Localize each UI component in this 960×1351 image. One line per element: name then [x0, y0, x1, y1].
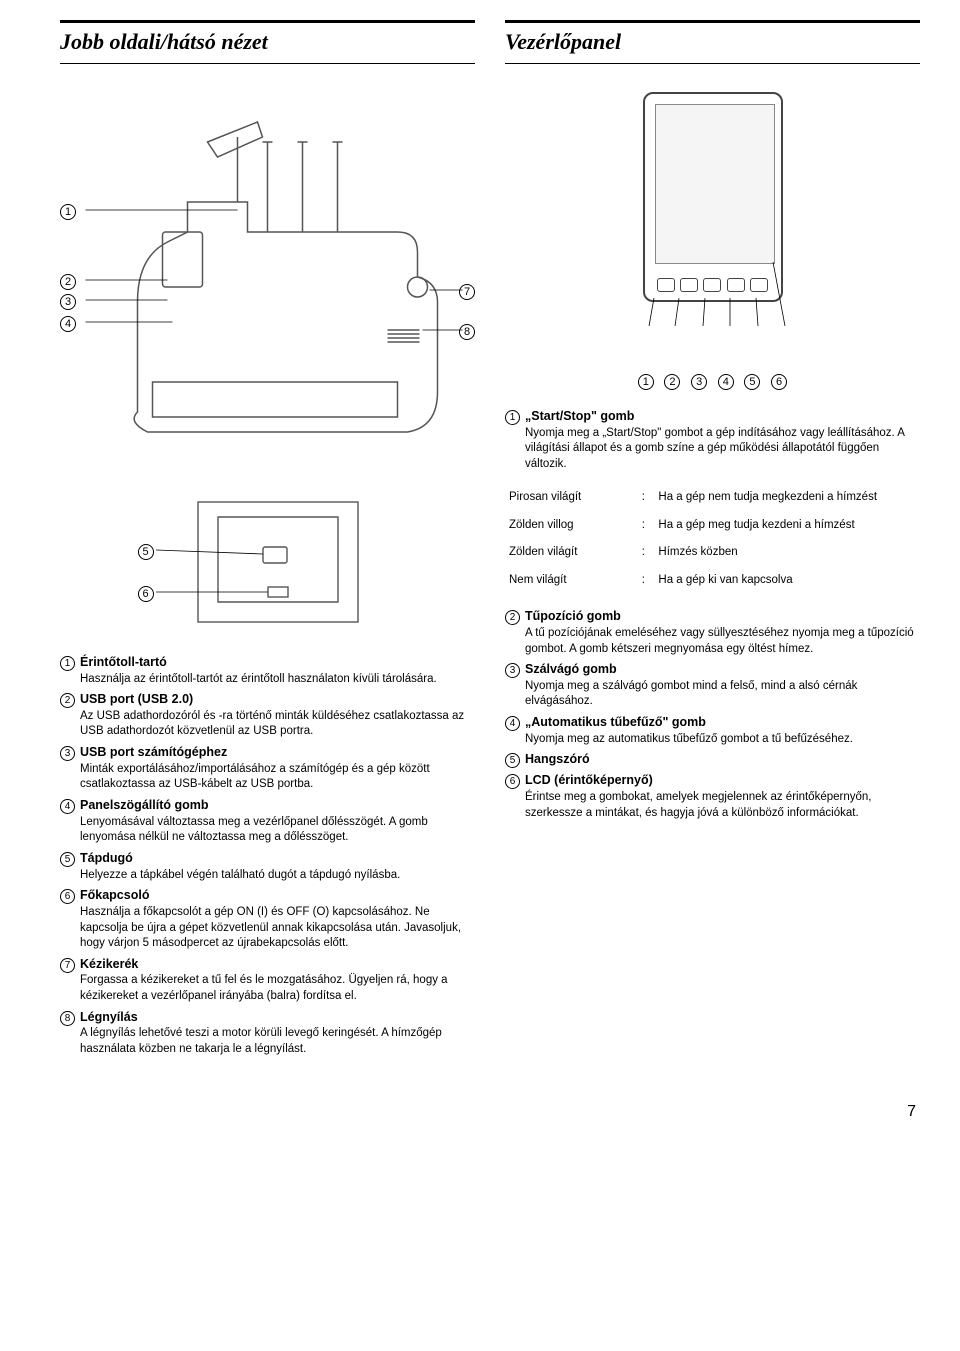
panel-btn-5 [750, 278, 768, 292]
status-table: Pirosan világít:Ha a gép nem tudja megke… [505, 484, 920, 594]
right-item-2-title: Tűpozíció gomb [525, 608, 920, 625]
right-item-1-desc: Nyomja meg a „Start/Stop" gombot a gép i… [525, 426, 920, 473]
panel-callout-3: 3 [691, 374, 707, 390]
left-item-1-desc: Használja az érintőtoll-tartót az érintő… [80, 672, 475, 688]
right-column: Vezérlőpanel [505, 20, 920, 1061]
status-value-0: Ha a gép nem tudja megkezdeni a hímzést [654, 484, 920, 512]
status-label-0: Pirosan világít [505, 484, 638, 512]
left-item-7: 7KézikerékForgassa a kézikereket a tű fe… [60, 956, 475, 1005]
right-item-3-title: Szálvágó gomb [525, 661, 920, 678]
panel-callout-1: 1 [638, 374, 654, 390]
status-row-2: Zölden világít:Hímzés közben [505, 539, 920, 567]
panel-btn-2 [680, 278, 698, 292]
left-item-2-desc: Az USB adathordozóról és -ra történő min… [80, 709, 475, 740]
status-value-2: Hímzés közben [654, 539, 920, 567]
panel-callout-5: 5 [744, 374, 760, 390]
left-column: Jobb oldali/hátsó nézet 1 2 3 4 7 8 [60, 20, 475, 1061]
status-value-1: Ha a gép meg tudja kezdeni a hímzést [654, 512, 920, 540]
right-item-6-title: LCD (érintőképernyő) [525, 772, 920, 789]
left-item-8-desc: A légnyílás lehetővé teszi a motor körül… [80, 1026, 475, 1057]
left-item-2: 2USB port (USB 2.0)Az USB adathordozóról… [60, 691, 475, 740]
right-item-1-title: „Start/Stop" gomb [525, 408, 920, 425]
right-item-5: 5Hangszóró [505, 751, 920, 768]
left-item-2-title: USB port (USB 2.0) [80, 691, 475, 708]
machine-svg [60, 82, 475, 482]
callout-5: 5 [138, 542, 154, 560]
right-item-5-title: Hangszóró [525, 751, 920, 768]
panel-callout-row: 1 2 3 4 5 6 [633, 374, 793, 390]
right-heading: Vezérlőpanel [505, 20, 920, 64]
panel-btn-4 [727, 278, 745, 292]
right-item-4: 4„Automatikus tűbefűző" gombNyomja meg a… [505, 714, 920, 747]
callout-2: 2 [60, 272, 76, 290]
right-item-3-desc: Nyomja meg a szálvágó gombot mind a fels… [525, 679, 920, 710]
panel-frame [643, 92, 783, 302]
right-list: 2Tűpozíció gombA tű pozíciójának emelésé… [505, 608, 920, 821]
right-item-4-desc: Nyomja meg az automatikus tűbefűző gombo… [525, 732, 920, 748]
left-item-8: 8LégnyílásA légnyílás lehetővé teszi a m… [60, 1009, 475, 1058]
left-item-4: 4Panelszögállító gombLenyomásával változ… [60, 797, 475, 846]
left-list: 1Érintőtoll-tartóHasználja az érintőtoll… [60, 654, 475, 1058]
panel-callout-4: 4 [718, 374, 734, 390]
left-item-1-title: Érintőtoll-tartó [80, 654, 475, 671]
status-row-3: Nem világít:Ha a gép ki van kapcsolva [505, 567, 920, 595]
status-row-1: Zölden villog:Ha a gép meg tudja kezdeni… [505, 512, 920, 540]
left-item-4-title: Panelszögállító gomb [80, 797, 475, 814]
panel-callout-6: 6 [771, 374, 787, 390]
right-item-2: 2Tűpozíció gombA tű pozíciójának emelésé… [505, 608, 920, 657]
right-item-4-title: „Automatikus tűbefűző" gomb [525, 714, 920, 731]
panel-screen [655, 104, 775, 264]
status-row-0: Pirosan világít:Ha a gép nem tudja megke… [505, 484, 920, 512]
left-item-3: 3USB port számítógéphezMinták exportálás… [60, 744, 475, 793]
right-item-6-desc: Érintse meg a gombokat, amelyek megjelen… [525, 790, 920, 821]
left-item-5-desc: Helyezze a tápkábel végén található dugó… [80, 868, 475, 884]
right-item-6: 6LCD (érintőképernyő)Érintse meg a gombo… [505, 772, 920, 821]
right-item-1: 1 „Start/Stop" gomb Nyomja meg a „Start/… [505, 408, 920, 472]
callout-1: 1 [60, 202, 76, 220]
panel-btn-1 [657, 278, 675, 292]
left-item-6-desc: Használja a főkapcsolót a gép ON (I) és … [80, 905, 475, 952]
sub-diagram-wrap: 5 6 [138, 492, 398, 632]
left-item-3-title: USB port számítógéphez [80, 744, 475, 761]
page-number: 7 [60, 1101, 920, 1123]
left-item-7-title: Kézikerék [80, 956, 475, 973]
callout-3: 3 [60, 292, 76, 310]
left-item-7-desc: Forgassa a kézikereket a tű fel és le mo… [80, 973, 475, 1004]
left-item-6: 6FőkapcsolóHasználja a főkapcsolót a gép… [60, 887, 475, 951]
status-label-2: Zölden világít [505, 539, 638, 567]
left-item-1: 1Érintőtoll-tartóHasználja az érintőtoll… [60, 654, 475, 687]
left-item-3-desc: Minták exportálásához/importálásához a s… [80, 762, 475, 793]
right-item-3: 3Szálvágó gombNyomja meg a szálvágó gomb… [505, 661, 920, 710]
panel-callout-2: 2 [664, 374, 680, 390]
status-label-1: Zölden villog [505, 512, 638, 540]
callout-7: 7 [459, 282, 475, 300]
left-item-5-title: Tápdugó [80, 850, 475, 867]
status-value-3: Ha a gép ki van kapcsolva [654, 567, 920, 595]
panel-diagram: 1 2 3 4 5 6 [613, 82, 813, 362]
left-item-4-desc: Lenyomásával változtassa meg a vezérlőpa… [80, 815, 475, 846]
panel-btn-3 [703, 278, 721, 292]
left-item-5: 5TápdugóHelyezze a tápkábel végén találh… [60, 850, 475, 883]
left-item-8-title: Légnyílás [80, 1009, 475, 1026]
right-item-2-desc: A tű pozíciójának emeléséhez vagy süllye… [525, 626, 920, 657]
left-heading: Jobb oldali/hátsó nézet [60, 20, 475, 64]
status-label-3: Nem világít [505, 567, 638, 595]
callout-4: 4 [60, 314, 76, 332]
machine-diagram: 1 2 3 4 7 8 [60, 82, 475, 482]
callout-8: 8 [459, 322, 475, 340]
left-item-6-title: Főkapcsoló [80, 887, 475, 904]
panel-buttons-row [655, 278, 771, 292]
callout-6: 6 [138, 584, 154, 602]
sub-diagram-svg [138, 492, 398, 632]
